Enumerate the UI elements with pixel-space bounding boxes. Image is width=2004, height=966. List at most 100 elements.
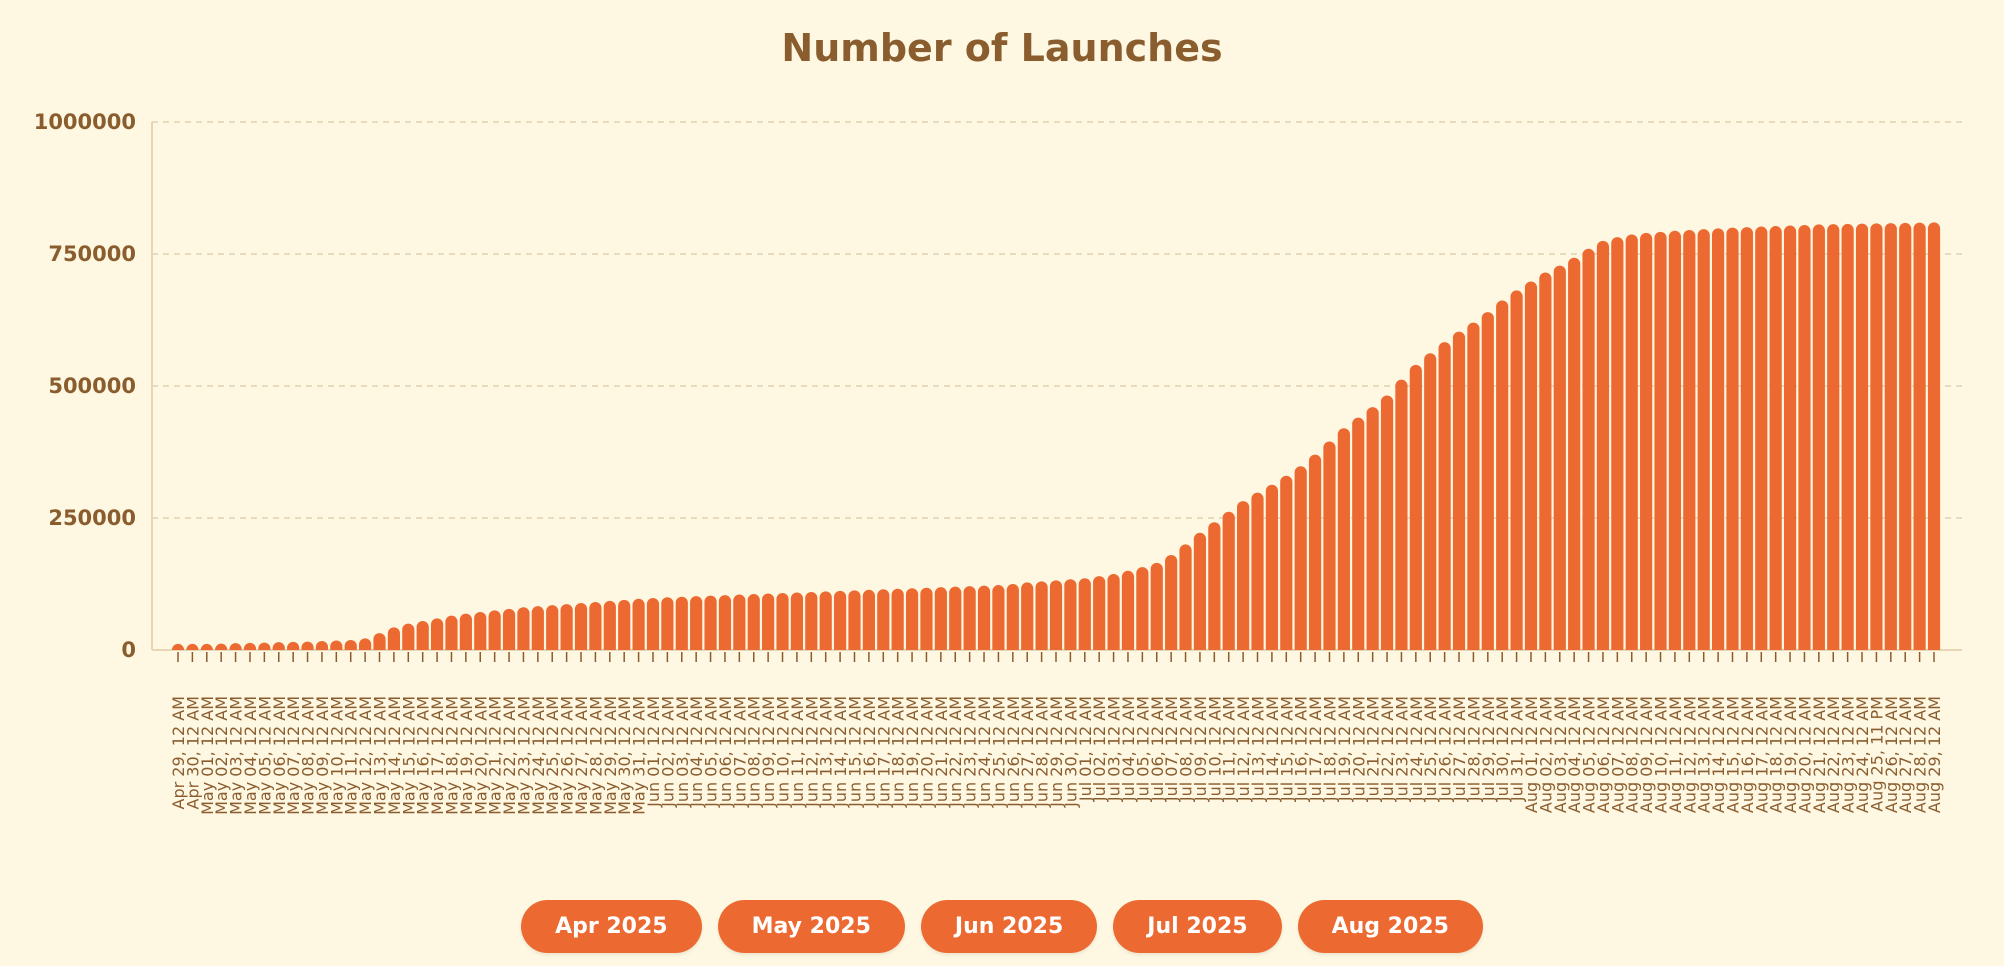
bar[interactable]: [819, 591, 832, 650]
bar[interactable]: [502, 608, 516, 650]
bar[interactable]: [1438, 342, 1451, 650]
bar[interactable]: [1841, 223, 1854, 650]
bar[interactable]: [1006, 584, 1019, 650]
bar[interactable]: [258, 642, 271, 650]
bar[interactable]: [848, 590, 861, 650]
bar[interactable]: [1884, 223, 1897, 650]
bar[interactable]: [1107, 573, 1120, 650]
bar[interactable]: [1611, 237, 1624, 650]
bar[interactable]: [1596, 240, 1610, 651]
bar[interactable]: [1798, 224, 1811, 651]
bar[interactable]: [977, 585, 991, 650]
bar[interactable]: [359, 638, 372, 650]
bar[interactable]: [272, 642, 285, 650]
bar[interactable]: [1452, 331, 1466, 650]
bar[interactable]: [1769, 226, 1782, 650]
bar[interactable]: [1165, 554, 1178, 650]
bar[interactable]: [459, 613, 472, 650]
bar[interactable]: [474, 612, 487, 650]
bar[interactable]: [1740, 227, 1753, 650]
month-button-jul-2025[interactable]: Jul 2025: [1113, 900, 1282, 953]
bar[interactable]: [1726, 227, 1739, 651]
bar[interactable]: [1481, 312, 1494, 650]
bar[interactable]: [402, 623, 415, 650]
month-button-aug-2025[interactable]: Aug 2025: [1297, 900, 1483, 953]
bar[interactable]: [1755, 226, 1768, 650]
bar[interactable]: [632, 598, 645, 650]
bar[interactable]: [1697, 229, 1710, 651]
bar[interactable]: [1280, 475, 1293, 650]
bar[interactable]: [1668, 230, 1682, 651]
bar[interactable]: [1870, 223, 1883, 650]
bar[interactable]: [1352, 417, 1365, 650]
bar[interactable]: [1524, 281, 1538, 650]
bar[interactable]: [243, 642, 257, 650]
bar[interactable]: [1467, 322, 1480, 650]
bar[interactable]: [488, 610, 501, 650]
bar[interactable]: [445, 615, 458, 650]
bar[interactable]: [1265, 484, 1278, 650]
bar[interactable]: [963, 586, 976, 650]
bar[interactable]: [1783, 225, 1797, 650]
bar[interactable]: [949, 586, 962, 650]
bar[interactable]: [1496, 300, 1509, 650]
bar[interactable]: [661, 597, 674, 650]
bar[interactable]: [1539, 272, 1552, 650]
bar[interactable]: [560, 604, 573, 650]
bar[interactable]: [1366, 407, 1379, 650]
bar[interactable]: [1078, 578, 1091, 650]
bar[interactable]: [287, 641, 300, 650]
bar[interactable]: [1251, 492, 1264, 650]
bar[interactable]: [1323, 441, 1336, 650]
bar[interactable]: [546, 605, 559, 650]
bar[interactable]: [718, 595, 732, 650]
bar[interactable]: [1654, 231, 1667, 650]
bar[interactable]: [1683, 229, 1696, 650]
bar[interactable]: [186, 643, 199, 650]
bar[interactable]: [776, 592, 789, 650]
bar[interactable]: [1179, 544, 1192, 650]
bar[interactable]: [1150, 562, 1163, 650]
bar[interactable]: [1913, 222, 1926, 651]
bar[interactable]: [1395, 379, 1408, 650]
bar[interactable]: [877, 589, 890, 650]
bar[interactable]: [603, 600, 616, 650]
bar[interactable]: [1049, 580, 1063, 650]
bar[interactable]: [315, 641, 329, 650]
bar[interactable]: [1337, 428, 1350, 650]
bar[interactable]: [1712, 228, 1725, 651]
bar[interactable]: [1237, 501, 1250, 650]
bar[interactable]: [1035, 581, 1048, 650]
bar[interactable]: [862, 589, 875, 650]
bar[interactable]: [1553, 265, 1566, 650]
bar[interactable]: [1121, 570, 1135, 650]
bar[interactable]: [891, 588, 904, 650]
month-button-may-2025[interactable]: May 2025: [717, 900, 905, 953]
bar[interactable]: [646, 597, 660, 650]
bar[interactable]: [344, 639, 357, 650]
bar[interactable]: [200, 643, 213, 650]
bar[interactable]: [1021, 582, 1034, 650]
month-button-apr-2025[interactable]: Apr 2025: [521, 900, 702, 953]
bar[interactable]: [1193, 532, 1207, 650]
bar[interactable]: [905, 588, 919, 650]
bar[interactable]: [1510, 290, 1523, 650]
bar[interactable]: [373, 633, 386, 650]
bar[interactable]: [517, 607, 530, 650]
bar[interactable]: [1568, 257, 1581, 650]
bar[interactable]: [690, 596, 703, 650]
bar[interactable]: [920, 587, 933, 650]
bar[interactable]: [805, 591, 818, 650]
bar[interactable]: [574, 603, 588, 650]
bar[interactable]: [704, 595, 717, 650]
bar[interactable]: [1380, 395, 1394, 650]
bar[interactable]: [1093, 576, 1106, 650]
bar[interactable]: [1308, 454, 1322, 650]
bar[interactable]: [1927, 222, 1941, 650]
bar[interactable]: [330, 640, 343, 650]
bar[interactable]: [1409, 364, 1422, 650]
bar[interactable]: [1424, 353, 1437, 650]
bar[interactable]: [1855, 223, 1869, 651]
bar[interactable]: [229, 643, 242, 650]
bar[interactable]: [1625, 234, 1638, 650]
